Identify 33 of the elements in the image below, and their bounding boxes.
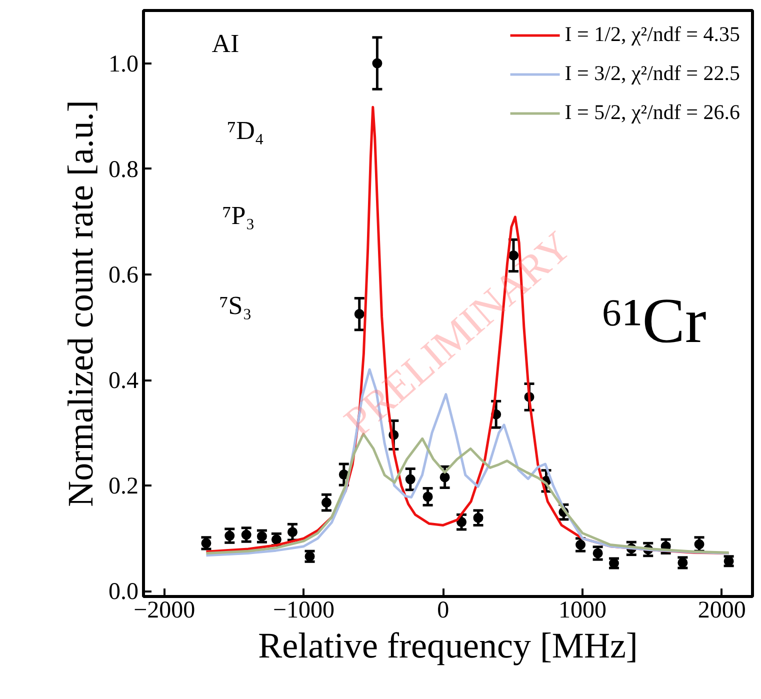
point xyxy=(241,530,252,540)
point xyxy=(473,512,484,523)
y-tick-label: 0.4 xyxy=(108,368,138,394)
x-tick-label: 1000 xyxy=(558,598,606,624)
x-tick-label: 2000 xyxy=(698,598,746,624)
point xyxy=(372,58,382,68)
y-tick-label: 1.0 xyxy=(108,51,138,78)
point xyxy=(224,530,235,541)
annotation: ⁷P₃ xyxy=(222,201,255,230)
legend-label: I = 1/2, χ²/ndf = 4.35 xyxy=(564,22,740,47)
x-axis-title: Relative frequency [MHz] xyxy=(258,626,638,666)
x-tick-label: 0 xyxy=(437,598,450,624)
point xyxy=(440,472,450,482)
point xyxy=(576,540,586,550)
annotation: ⁷S₃ xyxy=(219,291,252,320)
legend-label: I = 3/2, χ²/ndf = 22.5 xyxy=(564,61,740,86)
point xyxy=(405,474,416,484)
y-axis-title: Normalized count rate [a.u.] xyxy=(60,100,100,507)
y-tick-label: 0.2 xyxy=(108,474,138,500)
annotation: AI xyxy=(212,29,240,58)
legend-label: I = 5/2, χ²/ndf = 26.6 xyxy=(564,100,740,125)
y-tick-label: 0.6 xyxy=(108,262,138,288)
point xyxy=(271,534,282,544)
point xyxy=(422,492,433,502)
point xyxy=(287,527,298,538)
point xyxy=(592,548,603,558)
annotation: ⁷D₄ xyxy=(227,116,264,145)
point xyxy=(456,517,467,528)
x-tick-label: −1000 xyxy=(272,598,335,624)
point xyxy=(694,539,704,550)
y-tick-label: 0.8 xyxy=(108,156,138,183)
point xyxy=(321,498,332,508)
annotation: ⁶¹Cr xyxy=(600,285,706,356)
